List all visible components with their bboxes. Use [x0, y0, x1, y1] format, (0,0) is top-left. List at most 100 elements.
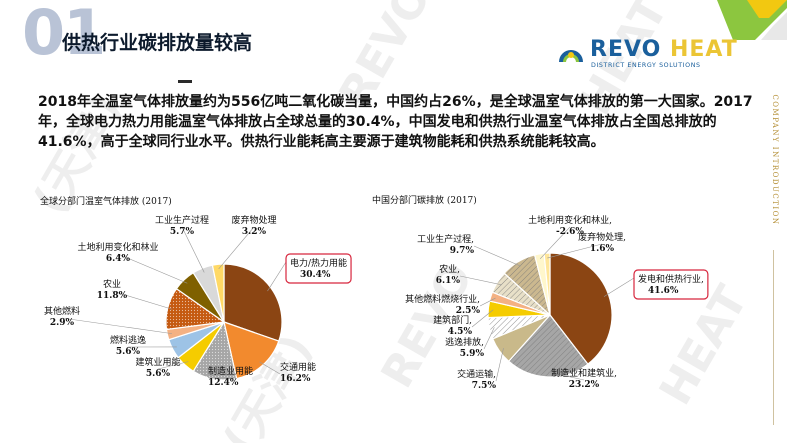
pie-chart-china: 发电和供热行业,41.6% 制造业和建筑业,23.2% 交通运输,7.5% 逃逸排放,…: [405, 214, 709, 391]
slice-label-name: 燃料逃逸: [110, 334, 146, 346]
chart-title-global: 全球分部门温室气体排放 (2017): [40, 197, 172, 207]
slice-label: 废弃物处理,1.6%: [578, 231, 626, 254]
leader-line: [479, 297, 496, 307]
pie-slice: [223, 321, 280, 380]
logo-revo: REVO: [590, 37, 662, 62]
logo-wordmark: REVO HEAT: [590, 37, 738, 62]
leader-line: [207, 374, 216, 379]
logo-arch-icon: [559, 50, 583, 62]
slice-label-value: -2.6%: [556, 227, 584, 237]
slice-label-value: 5.9%: [460, 349, 485, 359]
leader-line: [267, 261, 287, 292]
slice-label-name: 农业,: [439, 263, 460, 275]
leader-line: [495, 347, 504, 382]
slice-label-value: 6.1%: [436, 276, 461, 286]
slice-label-name: 废弃物处理: [231, 214, 276, 226]
slice-label-name: 废弃物处理,: [578, 231, 626, 243]
corner-decoration: [717, 0, 787, 40]
leader-line: [547, 371, 585, 381]
leader-line: [181, 226, 205, 273]
slice-label: 发电和供热行业,41.6%: [633, 269, 709, 300]
logo-subtitle: DISTRICT ENERGY SOLUTIONS: [591, 62, 701, 69]
leader-line: [471, 309, 494, 328]
slice-label-name: 建筑部门,: [433, 314, 472, 326]
highlight-box: [633, 269, 709, 300]
leader-line: [61, 317, 172, 334]
slice-label-name: 逃逸排放,: [445, 336, 484, 348]
page-title: 供热行业碳排放量较高: [62, 32, 253, 54]
slice-label-value: 1.6%: [590, 244, 615, 254]
slice-label-value: 11.8%: [97, 291, 128, 301]
pie-slice: [211, 263, 225, 323]
slice-label: 制造业和建筑业,23.2%: [551, 367, 617, 390]
slice-label: 建筑部门,4.5%: [433, 314, 472, 337]
corner-gray-stripe: [761, 12, 787, 40]
slice-label-value: 30.4%: [300, 270, 331, 280]
slice-label: 农业,6.1%: [436, 263, 461, 286]
leader-line: [539, 226, 571, 260]
sidebar-vertical-text: COMPANY INTRODUCTION: [770, 70, 780, 250]
leader-line: [218, 226, 255, 270]
pie-slice: [223, 263, 283, 342]
section-number: 01: [22, 0, 106, 69]
slice-label-value: 7.5%: [472, 381, 497, 391]
slice-label: 逃逸排放,5.9%: [445, 336, 484, 359]
slice-label-value: 5.7%: [170, 227, 195, 237]
slice-label-value: 12.4%: [208, 378, 239, 388]
slice-label-name: 工业生产过程,: [417, 233, 474, 245]
leader-line: [259, 361, 281, 375]
leader-line: [157, 361, 189, 370]
leader-line: [603, 277, 635, 297]
corner-yellow-stripe: [747, 0, 787, 18]
slice-label-name: 土地利用变化和林业,: [528, 214, 612, 226]
slice-label-value: 5.6%: [146, 369, 171, 379]
title-underline: [178, 80, 192, 83]
slice-label-name: 交通用能: [280, 361, 316, 373]
leader-line: [459, 275, 502, 286]
intro-paragraph: 2018年全温室气体排放量约为556亿吨二氧化碳当量，中国约占26%，是全球温室…: [38, 94, 753, 150]
pie-slice: [549, 252, 613, 365]
leader-line: [483, 327, 495, 350]
slice-label-value: 9.7%: [450, 246, 475, 256]
chart-title-china: 中国分部门碳排放 (2017): [372, 196, 477, 206]
slice-label: 土地利用变化和林业,-2.6%: [528, 214, 612, 237]
slice-label-value: 41.6%: [648, 286, 679, 296]
leader-line: [111, 290, 173, 310]
slice-label-value: 6.4%: [106, 254, 131, 264]
highlight-box: [285, 253, 352, 284]
slice-label: 工业生产过程,9.7%: [417, 233, 474, 256]
slice-label-value: 16.2%: [280, 374, 311, 384]
slice-label: 其他燃料燃烧行业,2.5%: [405, 293, 480, 316]
leader-line: [547, 243, 603, 259]
slice-label-value: 4.5%: [448, 327, 473, 337]
pie-slice: [507, 314, 589, 378]
slice-label-name: 电力/热力用能: [290, 257, 347, 269]
slice-label-name: 土地利用变化和林业: [77, 241, 158, 253]
slice-label-name: 农业: [103, 278, 121, 290]
slice-label-name: 制造业和建筑业,: [551, 367, 617, 379]
slice-label-name: 发电和供热行业,: [638, 273, 704, 285]
slice-label: 交通运输,7.5%: [457, 368, 496, 391]
slice-label-value: 5.6%: [116, 347, 141, 357]
sidebar-label: COMPANY INTRODUCTION: [771, 94, 779, 226]
slice-label-value: 2.9%: [50, 318, 75, 328]
leader-line: [117, 253, 188, 284]
slice-label-value: 2.5%: [456, 306, 481, 316]
slice-label-name: 建筑业用能: [135, 356, 180, 368]
slice-label-value: 3.2%: [242, 227, 267, 237]
slice-label-name: 工业生产过程: [155, 214, 209, 226]
slice-label-name: 制造业用能: [208, 365, 253, 377]
revo-heat-logo: REVO HEAT DISTRICT ENERGY SOLUTIONS: [556, 37, 737, 70]
pie-slice: [543, 252, 551, 316]
